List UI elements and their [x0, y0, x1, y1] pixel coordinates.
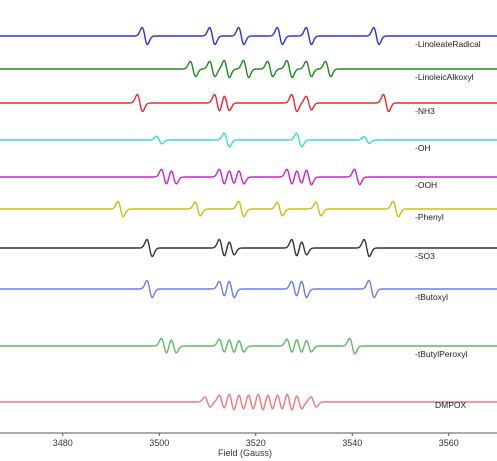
- series-line-2: [0, 59, 497, 79]
- series-label-7: -SO3: [415, 251, 435, 261]
- series-line-3: [0, 93, 497, 113]
- series-line-6: [0, 200, 497, 218]
- series-line-8: [0, 279, 497, 299]
- series-line-1: [0, 26, 497, 46]
- series-label-3: -NH3: [415, 106, 435, 116]
- series-label-5: -OOH: [415, 180, 437, 190]
- series-label-9: -tButylPeroxyl: [415, 349, 468, 359]
- series-label-layer: -LinoleateRadical -LinoleicAlkoxyl -NH3 -OH…: [415, 39, 481, 410]
- x-tick-label: 3540: [342, 438, 362, 448]
- x-tick-label: 3480: [53, 438, 73, 448]
- series-line-9: [0, 337, 497, 355]
- series-line-5: [0, 168, 497, 186]
- series-line-4: [0, 132, 497, 148]
- x-tick-label: 3560: [439, 438, 459, 448]
- x-tick-label: 3520: [246, 438, 266, 448]
- x-tick-label: 3500: [149, 438, 169, 448]
- series-label-1: -LinoleateRadical: [415, 39, 481, 49]
- series-layer: [0, 26, 497, 411]
- series-label-4: -OH: [415, 143, 431, 153]
- series-label-10: DMPOX: [435, 400, 467, 410]
- series-label-8: -tButoxyl: [415, 292, 448, 302]
- series-line-10: [0, 393, 497, 411]
- series-label-6: -Phenyl: [415, 212, 444, 222]
- series-label-2: -LinoleicAlkoxyl: [415, 72, 474, 82]
- series-line-7: [0, 238, 497, 258]
- x-axis-label: Field (Gauss): [218, 448, 272, 458]
- x-axis-ticks: 3480 3500 3520 3540 3560: [53, 433, 459, 448]
